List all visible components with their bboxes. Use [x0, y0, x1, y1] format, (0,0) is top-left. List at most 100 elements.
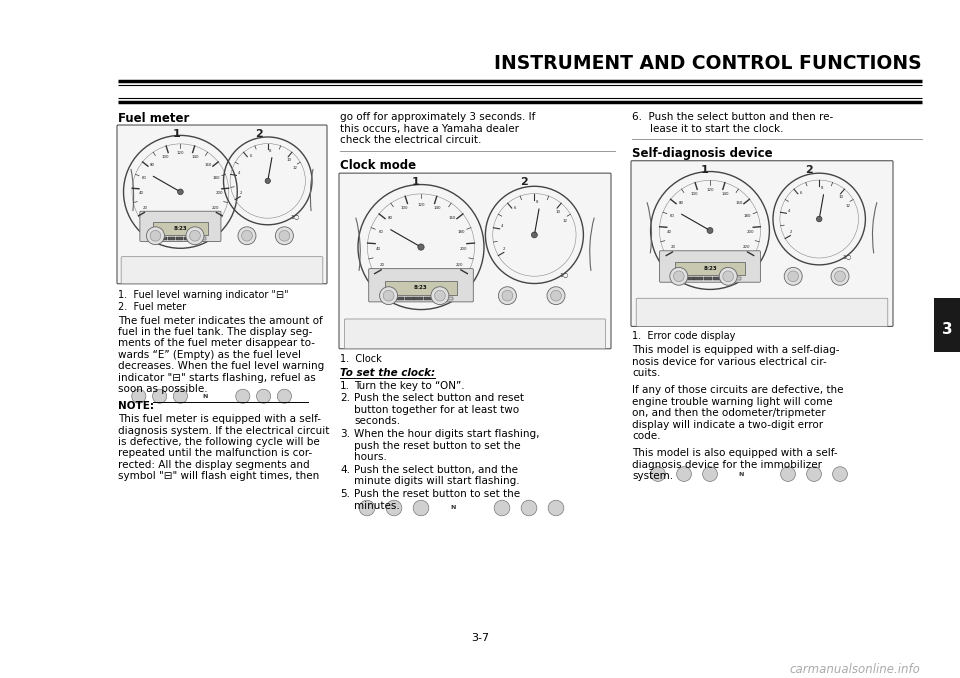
Text: 2: 2 — [503, 247, 506, 251]
Bar — [160, 237, 167, 240]
Circle shape — [547, 287, 565, 304]
Text: on, and then the odometer/tripmeter: on, and then the odometer/tripmeter — [632, 408, 826, 418]
Bar — [168, 237, 175, 240]
Text: 20: 20 — [671, 245, 676, 250]
Bar — [694, 277, 703, 280]
Text: 120: 120 — [418, 203, 424, 207]
Bar — [684, 277, 693, 280]
Circle shape — [498, 287, 516, 304]
Text: 10: 10 — [839, 195, 844, 199]
Text: push the reset button to set the: push the reset button to set the — [354, 441, 520, 450]
Text: 220: 220 — [456, 263, 464, 267]
Text: 200: 200 — [460, 247, 468, 251]
Text: Push the select button and reset: Push the select button and reset — [354, 393, 524, 403]
Bar — [415, 296, 423, 300]
Text: N: N — [450, 506, 456, 511]
Circle shape — [418, 244, 424, 250]
Circle shape — [147, 227, 164, 245]
Text: 40: 40 — [375, 247, 381, 251]
Text: code.: code. — [632, 431, 660, 441]
Text: display will indicate a two-digit error: display will indicate a two-digit error — [632, 420, 823, 430]
Text: system.: system. — [632, 471, 673, 481]
Circle shape — [413, 500, 429, 516]
Text: 12: 12 — [293, 166, 298, 170]
Circle shape — [651, 466, 665, 481]
Circle shape — [132, 389, 146, 403]
Text: 120: 120 — [707, 188, 713, 193]
Text: 4: 4 — [237, 171, 240, 175]
Text: 6.  Push the select button and then re-: 6. Push the select button and then re- — [632, 112, 833, 122]
Text: 4: 4 — [787, 209, 790, 213]
Text: engine trouble warning light will come: engine trouble warning light will come — [632, 397, 832, 407]
Circle shape — [189, 231, 201, 241]
Text: 3-7: 3-7 — [471, 633, 489, 643]
Circle shape — [707, 228, 713, 233]
Text: NOTE:: NOTE: — [118, 401, 154, 412]
Circle shape — [276, 227, 294, 245]
Text: 100: 100 — [690, 192, 698, 195]
Circle shape — [832, 466, 848, 481]
Text: decreases. When the fuel level warning: decreases. When the fuel level warning — [118, 361, 324, 371]
Bar — [713, 277, 722, 280]
Text: To set the clock:: To set the clock: — [340, 367, 435, 378]
FancyBboxPatch shape — [339, 173, 611, 348]
Circle shape — [279, 231, 290, 241]
Text: This model is equipped with a self-diag-: This model is equipped with a self-diag- — [632, 345, 839, 355]
Circle shape — [386, 500, 402, 516]
Circle shape — [265, 178, 271, 184]
Text: wards “E” (Empty) as the fuel level: wards “E” (Empty) as the fuel level — [118, 350, 301, 360]
Circle shape — [703, 466, 717, 481]
Text: 8:23: 8:23 — [703, 266, 717, 271]
Circle shape — [383, 290, 394, 301]
Circle shape — [186, 227, 204, 245]
Text: repeated until the malfunction is cor-: repeated until the malfunction is cor- — [118, 448, 312, 458]
Text: 8: 8 — [821, 186, 823, 190]
FancyBboxPatch shape — [660, 251, 760, 282]
Text: 1○: 1○ — [290, 214, 300, 220]
Text: 1: 1 — [701, 165, 708, 175]
Text: 10: 10 — [286, 158, 292, 162]
Bar — [153, 222, 208, 235]
Circle shape — [277, 389, 292, 403]
Text: this occurs, have a Yamaha dealer: this occurs, have a Yamaha dealer — [340, 123, 519, 134]
Circle shape — [780, 466, 796, 481]
Text: 100: 100 — [161, 155, 169, 159]
Text: Clock mode: Clock mode — [340, 159, 416, 172]
Bar — [676, 277, 684, 280]
Circle shape — [532, 232, 538, 238]
Text: 180: 180 — [457, 230, 465, 234]
Bar — [183, 237, 190, 240]
Text: 2: 2 — [255, 129, 263, 139]
FancyBboxPatch shape — [345, 319, 606, 348]
Text: Push the select button, and the: Push the select button, and the — [354, 465, 518, 475]
Text: This fuel meter is equipped with a self-: This fuel meter is equipped with a self- — [118, 414, 321, 424]
Text: 200: 200 — [747, 230, 755, 234]
Text: minutes.: minutes. — [354, 500, 399, 511]
Text: 1○: 1○ — [842, 254, 852, 259]
Text: When the hour digits start flashing,: When the hour digits start flashing, — [354, 429, 540, 439]
Text: 80: 80 — [150, 163, 156, 167]
Bar — [434, 296, 443, 300]
Text: 200: 200 — [215, 191, 223, 195]
Text: 8:23: 8:23 — [174, 226, 187, 231]
Text: 1.: 1. — [340, 380, 350, 391]
Text: seconds.: seconds. — [354, 416, 400, 426]
Text: N: N — [738, 472, 744, 477]
Bar — [704, 277, 712, 280]
Text: 3: 3 — [942, 322, 952, 338]
Text: The fuel meter indicates the amount of: The fuel meter indicates the amount of — [118, 315, 323, 325]
Circle shape — [236, 389, 250, 403]
Circle shape — [359, 500, 374, 516]
Text: Self-diagnosis device: Self-diagnosis device — [632, 147, 773, 160]
Text: 4: 4 — [501, 224, 503, 228]
Circle shape — [379, 287, 397, 304]
Text: nosis device for various electrical cir-: nosis device for various electrical cir- — [632, 357, 827, 367]
Bar — [395, 296, 404, 300]
Text: hours.: hours. — [354, 452, 387, 462]
Bar — [199, 237, 206, 240]
Circle shape — [723, 271, 733, 281]
Text: N: N — [203, 394, 208, 399]
Text: 1.  Error code display: 1. Error code display — [632, 332, 735, 342]
Text: ments of the fuel meter disappear to-: ments of the fuel meter disappear to- — [118, 338, 315, 348]
Text: 12: 12 — [845, 204, 851, 208]
